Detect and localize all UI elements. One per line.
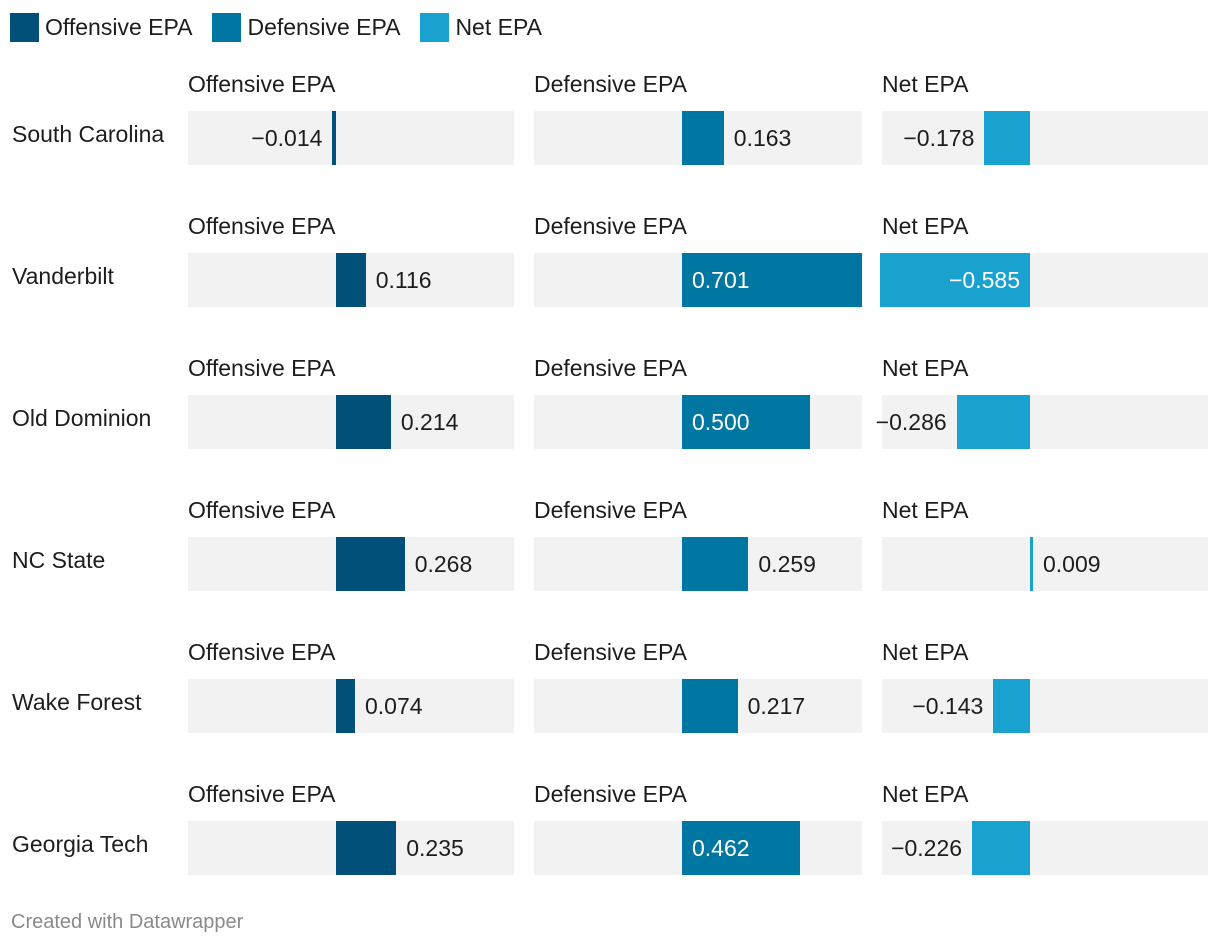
- bar-net-wake-forest: [993, 679, 1030, 733]
- panel-background: [188, 111, 514, 165]
- panel-title-defensive: Defensive EPA: [534, 781, 687, 807]
- panel-background: [882, 395, 1208, 449]
- value-label-net: 0.009: [1043, 551, 1101, 577]
- chart-row-south-carolina: South Carolina Offensive EPA −0.014 Defensi…: [0, 71, 1220, 191]
- legend-label-net: Net EPA: [455, 14, 542, 40]
- panel-title-net: Net EPA: [882, 781, 969, 807]
- bar-net-georgia-tech: [972, 821, 1030, 875]
- bar-net-old-dominion: [956, 395, 1030, 449]
- bar-net-south-carolina: [984, 111, 1030, 165]
- bar-defensive-wake-forest: [682, 679, 738, 733]
- category-label: Old Dominion: [12, 405, 152, 431]
- value-label-defensive: 0.163: [733, 125, 792, 151]
- value-label-defensive: 0.500: [692, 409, 750, 435]
- panel-title-offensive: Offensive EPA: [188, 213, 336, 239]
- bar-offensive-vanderbilt: [336, 253, 366, 307]
- panel-background: [882, 537, 1208, 591]
- bar-offensive-georgia-tech: [336, 821, 397, 875]
- chart-row-old-dominion: Old Dominion Offensive EPA 0.214 Defensive …: [0, 355, 1220, 475]
- category-label: NC State: [12, 547, 106, 573]
- value-label-offensive: 0.074: [364, 693, 423, 719]
- bar-defensive-old-dominion: [682, 395, 811, 449]
- value-label-net: −0.226: [891, 835, 963, 861]
- legend-item-offensive: Offensive EPA: [10, 13, 192, 42]
- panel-background: [882, 821, 1208, 875]
- chart-row-wake-forest: Wake Forest Offensive EPA 0.074 Defensive E…: [0, 639, 1220, 759]
- bar-net-nc-state: [1030, 537, 1033, 591]
- legend-item-net: Net EPA: [420, 13, 542, 42]
- category-label: Vanderbilt: [12, 263, 114, 289]
- legend-label-offensive: Offensive EPA: [45, 14, 193, 40]
- chart-row-nc-state: NC State Offensive EPA 0.268 Defensive EPA 0…: [0, 497, 1220, 617]
- panel-title-defensive: Defensive EPA: [534, 213, 687, 239]
- value-label-defensive: 0.217: [747, 693, 806, 719]
- bar-defensive-south-carolina: [682, 111, 724, 165]
- panel-title-offensive: Offensive EPA: [188, 781, 336, 807]
- bar-offensive-old-dominion: [336, 395, 391, 449]
- bar-net-vanderbilt: [880, 253, 1030, 307]
- legend-swatch-offensive: [10, 13, 39, 42]
- value-label-net: −0.178: [903, 125, 975, 151]
- value-label-defensive: 0.701: [692, 267, 750, 293]
- panel-title-net: Net EPA: [882, 213, 969, 239]
- panel-title-net: Net EPA: [882, 497, 969, 523]
- panel-title-defensive: Defensive EPA: [534, 639, 687, 665]
- value-label-offensive: 0.268: [414, 551, 473, 577]
- chart-row-vanderbilt: Vanderbilt Offensive EPA 0.116 Defensive EP…: [0, 213, 1220, 333]
- chart-row-georgia-tech: Georgia Tech Offensive EPA 0.235 Defensive …: [0, 781, 1220, 901]
- value-label-offensive: 0.116: [375, 267, 432, 293]
- panel-title-offensive: Offensive EPA: [188, 355, 336, 381]
- value-label-defensive: 0.462: [692, 835, 750, 861]
- value-label-net: −0.585: [949, 267, 1020, 293]
- panel-title-offensive: Offensive EPA: [188, 497, 336, 523]
- panel-title-net: Net EPA: [882, 639, 969, 665]
- legend-label-defensive: Defensive EPA: [247, 14, 401, 40]
- bar-defensive-georgia-tech: [682, 821, 801, 875]
- value-label-offensive: −0.014: [251, 125, 323, 151]
- bar-offensive-nc-state: [336, 537, 405, 591]
- panel-title-net: Net EPA: [882, 355, 969, 381]
- panel-background: [882, 679, 1208, 733]
- legend: Offensive EPA Defensive EPA Net EPA: [10, 13, 562, 42]
- panel-title-defensive: Defensive EPA: [534, 71, 687, 97]
- category-label: Georgia Tech: [12, 831, 149, 857]
- value-label-offensive: 0.214: [400, 409, 459, 435]
- value-label-defensive: 0.259: [758, 551, 816, 577]
- value-label-net: −0.143: [912, 693, 984, 719]
- bar-offensive-wake-forest: [336, 679, 355, 733]
- category-label: South Carolina: [12, 121, 165, 147]
- panel-title-defensive: Defensive EPA: [534, 355, 687, 381]
- bar-defensive-nc-state: [682, 537, 749, 591]
- legend-swatch-defensive: [212, 13, 242, 42]
- value-label-offensive: 0.235: [406, 835, 464, 861]
- category-label: Wake Forest: [12, 689, 142, 715]
- panel-title-net: Net EPA: [882, 71, 969, 97]
- legend-swatch-net: [420, 13, 450, 42]
- panel-title-defensive: Defensive EPA: [534, 497, 687, 523]
- panel-title-offensive: Offensive EPA: [188, 639, 336, 665]
- bar-offensive-south-carolina: [332, 111, 336, 165]
- footer-credit: Created with Datawrapper: [11, 911, 244, 933]
- legend-item-defensive: Defensive EPA: [212, 13, 400, 42]
- panel-background: [882, 111, 1208, 165]
- panel-title-offensive: Offensive EPA: [188, 71, 336, 97]
- bar-defensive-vanderbilt: [682, 253, 862, 307]
- value-label-net: −0.286: [875, 409, 947, 435]
